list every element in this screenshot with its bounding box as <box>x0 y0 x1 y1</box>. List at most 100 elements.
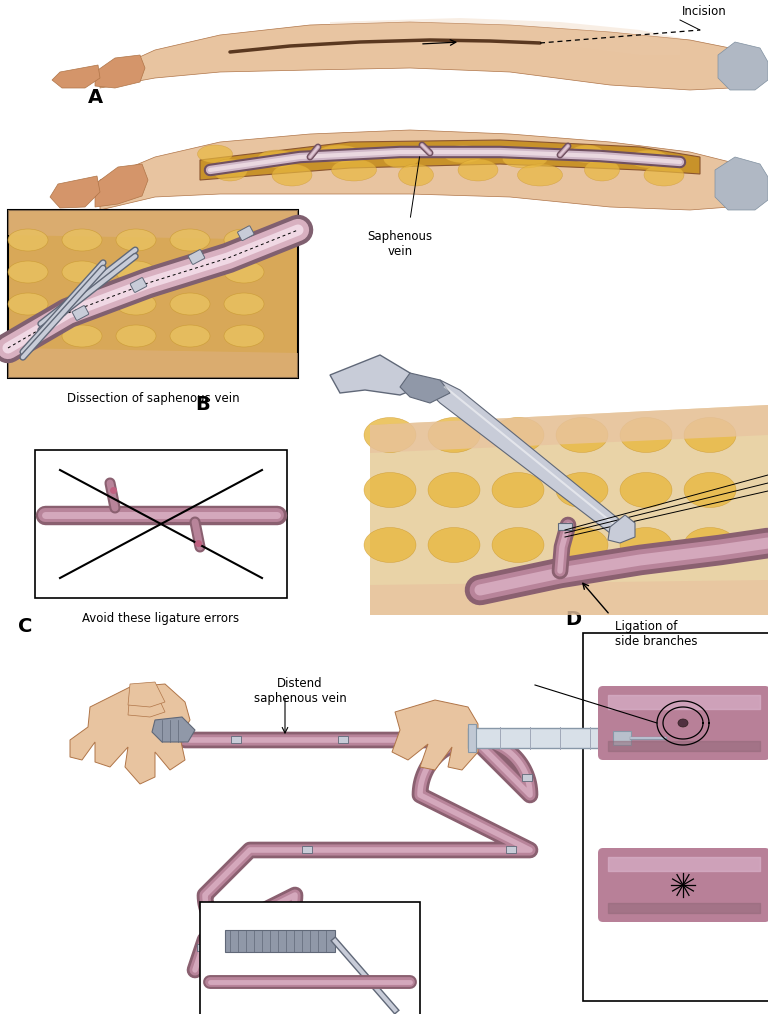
Ellipse shape <box>428 473 480 507</box>
Bar <box>35 450 287 598</box>
Polygon shape <box>152 717 195 742</box>
Polygon shape <box>330 355 420 395</box>
Ellipse shape <box>502 150 548 168</box>
Ellipse shape <box>224 293 264 315</box>
Ellipse shape <box>364 527 416 563</box>
Polygon shape <box>718 42 768 90</box>
Ellipse shape <box>364 418 416 452</box>
Text: Distend
saphenous vein: Distend saphenous vein <box>253 677 346 705</box>
FancyBboxPatch shape <box>131 278 147 292</box>
Ellipse shape <box>684 473 736 507</box>
Bar <box>225 930 335 952</box>
Ellipse shape <box>428 527 480 563</box>
Ellipse shape <box>570 145 604 163</box>
Ellipse shape <box>224 229 264 251</box>
Bar <box>8 210 298 378</box>
Text: D: D <box>565 610 581 629</box>
Ellipse shape <box>556 473 608 507</box>
Polygon shape <box>8 210 298 240</box>
Ellipse shape <box>8 325 48 347</box>
Polygon shape <box>95 55 145 88</box>
Ellipse shape <box>428 418 480 452</box>
Ellipse shape <box>518 164 562 186</box>
Ellipse shape <box>8 293 48 315</box>
Ellipse shape <box>332 159 376 182</box>
Polygon shape <box>128 690 165 717</box>
Ellipse shape <box>399 164 433 186</box>
Ellipse shape <box>116 229 156 251</box>
Polygon shape <box>400 373 450 403</box>
FancyBboxPatch shape <box>237 226 254 240</box>
Ellipse shape <box>620 473 672 507</box>
Text: Saphenous
vein: Saphenous vein <box>367 230 432 258</box>
Text: Ligation of
side branches: Ligation of side branches <box>615 620 697 648</box>
Text: Incision: Incision <box>682 5 727 18</box>
FancyBboxPatch shape <box>72 305 89 320</box>
Ellipse shape <box>116 325 156 347</box>
Bar <box>558 523 572 530</box>
Polygon shape <box>608 515 635 544</box>
Ellipse shape <box>213 159 247 182</box>
Ellipse shape <box>492 473 544 507</box>
Ellipse shape <box>62 293 102 315</box>
Polygon shape <box>330 18 680 55</box>
Ellipse shape <box>383 150 419 168</box>
Polygon shape <box>392 700 478 770</box>
Ellipse shape <box>170 325 210 347</box>
Ellipse shape <box>8 261 48 283</box>
Polygon shape <box>715 157 768 210</box>
Ellipse shape <box>62 229 102 251</box>
Polygon shape <box>370 405 768 453</box>
Bar <box>583 633 768 1001</box>
Text: Avoid these ligature errors: Avoid these ligature errors <box>82 612 240 625</box>
Ellipse shape <box>684 527 736 563</box>
Ellipse shape <box>556 418 608 452</box>
Polygon shape <box>128 682 165 707</box>
FancyBboxPatch shape <box>598 686 768 760</box>
Polygon shape <box>52 65 100 88</box>
Bar <box>200 902 420 1014</box>
Polygon shape <box>100 130 755 210</box>
Bar <box>197 944 207 951</box>
Ellipse shape <box>584 159 620 182</box>
Ellipse shape <box>62 325 102 347</box>
Polygon shape <box>430 380 620 533</box>
Bar <box>338 736 348 743</box>
Ellipse shape <box>224 261 264 283</box>
Bar <box>247 936 257 943</box>
Text: A: A <box>88 88 103 107</box>
Ellipse shape <box>492 527 544 563</box>
Ellipse shape <box>62 261 102 283</box>
Ellipse shape <box>620 527 672 563</box>
FancyBboxPatch shape <box>188 249 205 265</box>
Ellipse shape <box>678 719 688 727</box>
Ellipse shape <box>272 164 312 186</box>
Ellipse shape <box>170 261 210 283</box>
Ellipse shape <box>684 418 736 452</box>
Bar <box>506 846 516 853</box>
Text: B: B <box>195 395 210 414</box>
Bar <box>522 774 532 781</box>
Polygon shape <box>50 176 100 208</box>
Ellipse shape <box>197 145 233 163</box>
Polygon shape <box>370 405 768 615</box>
Ellipse shape <box>492 418 544 452</box>
Polygon shape <box>100 22 755 90</box>
Bar <box>231 736 241 743</box>
Bar <box>613 731 631 745</box>
Ellipse shape <box>458 159 498 182</box>
Ellipse shape <box>629 150 669 168</box>
Polygon shape <box>95 164 148 207</box>
Polygon shape <box>370 580 768 615</box>
Text: C: C <box>18 617 32 636</box>
Ellipse shape <box>8 229 48 251</box>
Ellipse shape <box>116 293 156 315</box>
Text: Dissection of saphenous vein: Dissection of saphenous vein <box>67 392 240 405</box>
Ellipse shape <box>644 164 684 186</box>
Ellipse shape <box>170 229 210 251</box>
Polygon shape <box>70 684 190 784</box>
Ellipse shape <box>224 325 264 347</box>
Ellipse shape <box>257 150 297 168</box>
FancyBboxPatch shape <box>598 848 768 922</box>
Ellipse shape <box>443 145 483 163</box>
